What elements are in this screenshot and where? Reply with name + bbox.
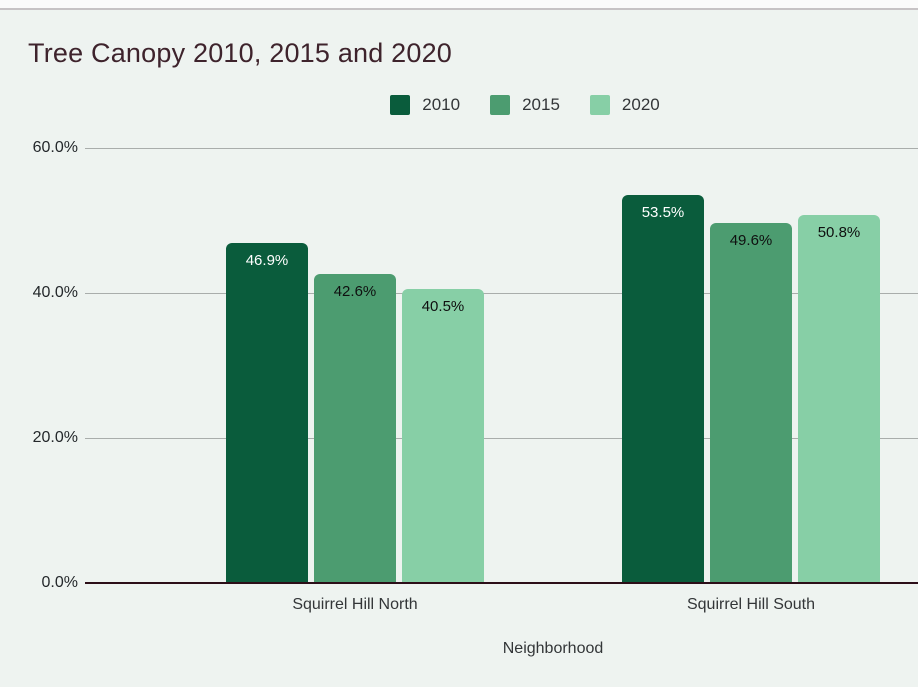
legend-item-2020[interactable]: 2020	[589, 95, 660, 115]
legend-label: 2015	[522, 95, 560, 114]
chart-title: Tree Canopy 2010, 2015 and 2020	[28, 38, 453, 68]
chart-canvas: Tree Canopy 2010, 2015 and 2020 2010 2015…	[0, 10, 918, 687]
bar-2010-squirrel-hill-south[interactable]: 53.5%	[622, 195, 704, 583]
legend-label: 2020	[621, 95, 660, 114]
bar-value-label: 40.5%	[421, 298, 465, 315]
gridline-60	[85, 148, 918, 149]
legend-swatch-icon	[490, 95, 511, 115]
top-divider-line	[0, 8, 918, 10]
gridline-20	[85, 438, 918, 439]
x-axis-baseline	[85, 582, 918, 584]
y-tick-label-60: 60.0%	[32, 139, 78, 156]
legend-item-2015[interactable]: 2015	[490, 95, 560, 115]
y-tick-label-40: 40.0%	[32, 284, 78, 301]
legend: 2010 2015 2020	[66, 95, 918, 115]
bar-value-label: 49.6%	[729, 232, 773, 249]
legend-label: 2010	[422, 95, 461, 114]
bar-2015-squirrel-hill-north[interactable]: 42.6%	[314, 274, 396, 583]
legend-swatch-icon	[589, 95, 610, 115]
bar-value-label: 42.6%	[333, 283, 377, 300]
bar-value-label: 50.8%	[817, 224, 861, 241]
category-label-squirrel-hill-north: Squirrel Hill North	[292, 596, 418, 613]
y-tick-label-20: 20.0%	[32, 429, 78, 446]
x-axis-title: Neighborhood	[502, 640, 604, 657]
y-tick-label-0: 0.0%	[41, 574, 78, 591]
bar-2020-squirrel-hill-north[interactable]: 40.5%	[402, 289, 484, 583]
gridline-40	[85, 293, 918, 294]
bar-value-label: 46.9%	[245, 252, 289, 269]
bar-2010-squirrel-hill-north[interactable]: 46.9%	[226, 243, 308, 583]
bar-2020-squirrel-hill-south[interactable]: 50.8%	[798, 215, 880, 583]
bar-value-label: 53.5%	[641, 204, 685, 221]
category-label-squirrel-hill-south: Squirrel Hill South	[686, 596, 816, 613]
legend-item-2010[interactable]: 2010	[390, 95, 460, 115]
legend-swatch-icon	[390, 95, 411, 115]
bar-2015-squirrel-hill-south[interactable]: 49.6%	[710, 223, 792, 583]
